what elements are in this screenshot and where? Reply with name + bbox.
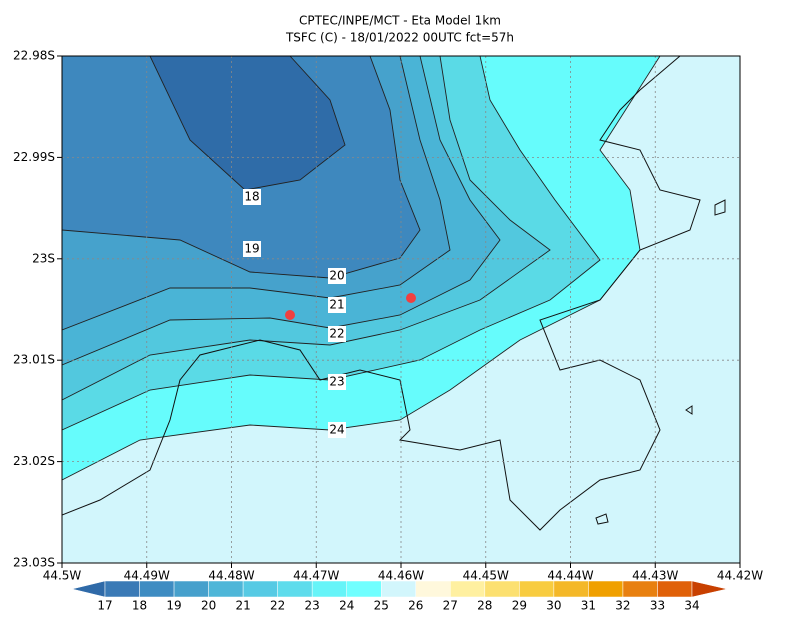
x-tick-label: 44.48W [208, 569, 254, 583]
colorbar-label: 20 [201, 599, 216, 613]
subtitle: TSFC (C) - 18/01/2022 00UTC fct=57h [285, 31, 514, 45]
contour-label: 18 [244, 190, 259, 204]
colorbar-label: 30 [546, 599, 561, 613]
contour-label: 19 [244, 242, 259, 256]
title: CPTEC/INPE/MCT - Eta Model 1km [299, 14, 501, 28]
colorbar-swatch [484, 580, 520, 598]
colorbar-swatch [311, 580, 347, 598]
x-tick-label: 44.44W [547, 569, 593, 583]
colorbar-swatch [380, 580, 417, 598]
contour-label: 24 [329, 423, 344, 437]
colorbar-label: 18 [132, 599, 147, 613]
contour-label: 23 [329, 375, 344, 389]
colorbar-label: 17 [97, 599, 112, 613]
colorbar-swatch [346, 580, 382, 598]
colorbar-swatch [588, 580, 624, 598]
colorbar-swatch [242, 580, 278, 598]
contour-label: 21 [329, 298, 344, 312]
colorbar-label: 27 [443, 599, 458, 613]
colorbar-label: 32 [615, 599, 630, 613]
colorbar-swatch [519, 580, 555, 598]
temperature-field [62, 56, 740, 563]
colorbar-label: 24 [339, 599, 354, 613]
colorbar-label: 25 [374, 599, 389, 613]
colorbar-label: 19 [166, 599, 181, 613]
x-tick-label: 44.43W [632, 569, 678, 583]
colorbar-swatch [450, 580, 486, 598]
y-tick-label: 23S [32, 251, 55, 265]
colorbar-label: 22 [270, 599, 285, 613]
x-tick-label: 44.47W [293, 569, 339, 583]
colorbar-label: 34 [684, 599, 699, 613]
colorbar-swatch [691, 580, 728, 598]
x-tick-label: 44.46W [378, 569, 424, 583]
colorbar-label: 28 [477, 599, 492, 613]
contour-label: 20 [329, 269, 344, 283]
colorbar-label: 26 [408, 599, 423, 613]
contour-labels: 18 19 20 21 22 23 24 [243, 189, 346, 438]
colorbar-swatch [71, 580, 106, 598]
colorbar-swatch [139, 580, 175, 598]
x-tick-label: 44.42W [717, 569, 763, 583]
colorbar-swatch [173, 580, 209, 598]
colorbar-label: 33 [650, 599, 665, 613]
contour-label: 22 [329, 327, 344, 341]
colorbar-swatch [415, 580, 451, 598]
y-tick-label: 22.98S [13, 49, 55, 63]
colorbar-swatch [657, 580, 693, 598]
x-tick-label: 44.49W [124, 569, 170, 583]
y-tick-label: 23.01S [13, 353, 55, 367]
colorbar-label: 21 [235, 599, 250, 613]
y-tick-label: 23.02S [13, 454, 55, 468]
colorbar-swatch [622, 580, 658, 598]
colorbar-label: 29 [512, 599, 527, 613]
colorbar-label: 23 [305, 599, 320, 613]
y-tick-label: 22.99S [13, 150, 55, 164]
x-tick-label: 44.45W [463, 569, 509, 583]
colorbar-swatch [208, 580, 244, 598]
colorbar-swatch [553, 580, 589, 598]
y-tick-label: 23.03S [13, 556, 55, 570]
x-tick-label: 44.5W [43, 569, 82, 583]
colorbar-swatch [104, 580, 140, 598]
colorbar-swatch [277, 580, 313, 598]
colorbar-label: 31 [581, 599, 596, 613]
